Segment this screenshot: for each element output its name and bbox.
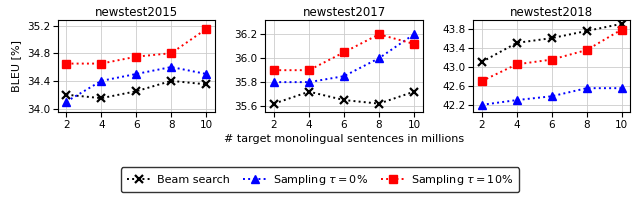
Y-axis label: BLEU [%]: BLEU [%] — [11, 40, 21, 92]
Title: newstest2017: newstest2017 — [302, 6, 386, 19]
X-axis label: # target monolingual sentences in millions: # target monolingual sentences in millio… — [224, 134, 464, 144]
Title: newstest2015: newstest2015 — [95, 6, 178, 19]
Legend: Beam search, Sampling $\tau = 0\%$, Sampling $\tau = 10\%$: Beam search, Sampling $\tau = 0\%$, Samp… — [121, 167, 519, 192]
Title: newstest2018: newstest2018 — [510, 6, 593, 19]
